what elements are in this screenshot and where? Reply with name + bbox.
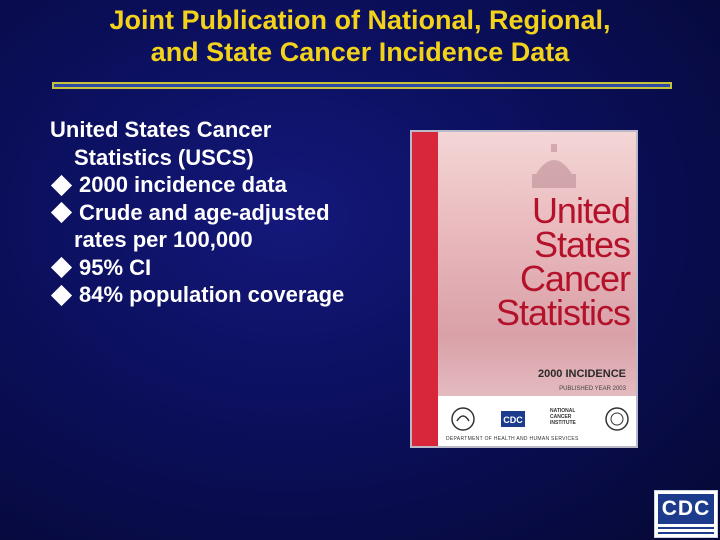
slide-title-line-2: and State Cancer Incidence Data	[150, 37, 570, 67]
diamond-bullet-icon	[50, 202, 73, 224]
bullet-item: 95% CI	[50, 254, 370, 282]
slide-title: Joint Publication of National, Regional,…	[0, 4, 720, 68]
cover-footer: CDC NATIONAL CANCER INSTITUTE DEPARTMENT…	[438, 396, 636, 446]
cover-red-band	[412, 132, 438, 446]
hhs-eagle-icon	[451, 407, 475, 431]
cdc-logo-icon: CDC	[501, 411, 525, 427]
title-divider	[52, 82, 672, 89]
bullet-item: Crude and age-adjusted rates per 100,000	[50, 199, 370, 254]
cover-cdc-logo-text: CDC	[503, 415, 523, 425]
diamond-bullet-icon	[50, 257, 73, 279]
cover-department-text: DEPARTMENT OF HEALTH AND HUMAN SERVICES	[446, 436, 579, 442]
bullet-text: 84% population coverage	[79, 282, 345, 307]
bullet-item: 2000 incidence data	[50, 171, 370, 199]
bullet-text: 2000 incidence data	[79, 172, 287, 197]
cover-title: United States Cancer Statistics	[448, 190, 631, 333]
nci-logo-text: NATIONAL CANCER INSTITUTE	[550, 408, 576, 426]
intro-text: United States Cancer Statistics (USCS)	[50, 117, 272, 170]
bullet-text: Crude and age-adjusted rates per 100,000	[74, 199, 330, 253]
cover-title-line: Statistics	[495, 292, 631, 333]
cover-publication-line: PUBLISHED YEAR 2003	[559, 386, 626, 392]
cdc-logo: CDC	[654, 490, 718, 538]
bullet-text: 95% CI	[79, 254, 152, 280]
cover-edition: 2000 INCIDENCE	[537, 368, 626, 380]
diamond-bullet-icon	[50, 174, 73, 196]
cover-title-line: Cancer	[519, 258, 631, 299]
bullet-item: 84% population coverage	[50, 281, 370, 309]
nci-seal-icon	[605, 407, 629, 431]
bullet-list: United States Cancer Statistics (USCS) 2…	[50, 116, 370, 309]
diamond-bullet-icon	[50, 284, 73, 306]
cdc-logo-text: CDC	[658, 494, 714, 524]
cover-crowd-photo	[438, 132, 636, 422]
slide-title-line-1: Joint Publication of National, Regional,	[109, 5, 611, 35]
cover-title-line: States	[533, 224, 631, 265]
capitol-dome-icon	[532, 144, 576, 188]
cdc-logo-rule	[658, 527, 714, 529]
cover-title-line: United	[531, 190, 631, 231]
cdc-logo-rule	[658, 532, 714, 534]
report-cover-image: United States Cancer Statistics 2000 INC…	[410, 130, 638, 448]
